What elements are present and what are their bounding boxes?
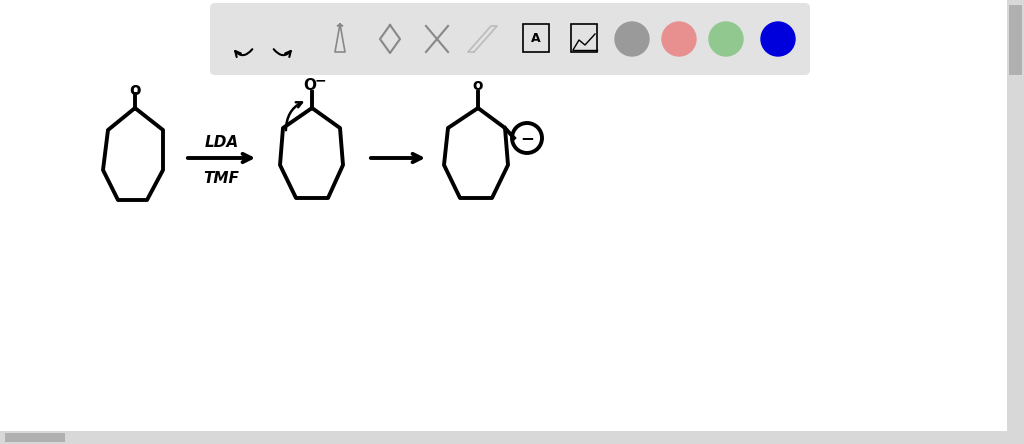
Polygon shape bbox=[337, 24, 343, 26]
Bar bbox=[0, 431, 1007, 444]
Bar bbox=[571, 24, 597, 52]
FancyBboxPatch shape bbox=[210, 3, 810, 75]
Circle shape bbox=[709, 22, 743, 56]
Bar bbox=[1009, 5, 1022, 75]
Circle shape bbox=[761, 22, 795, 56]
Text: −: − bbox=[314, 73, 326, 87]
Text: TMF: TMF bbox=[204, 170, 240, 186]
Circle shape bbox=[615, 22, 649, 56]
Bar bbox=[1007, 0, 1024, 444]
Text: O: O bbox=[303, 79, 316, 94]
Text: o: o bbox=[473, 79, 483, 94]
Text: A: A bbox=[531, 32, 541, 45]
Text: o: o bbox=[129, 81, 140, 99]
Bar bbox=[523, 24, 549, 52]
Circle shape bbox=[662, 22, 696, 56]
Text: LDA: LDA bbox=[205, 135, 239, 150]
Bar bbox=[5, 433, 65, 442]
Text: −: − bbox=[520, 129, 534, 147]
